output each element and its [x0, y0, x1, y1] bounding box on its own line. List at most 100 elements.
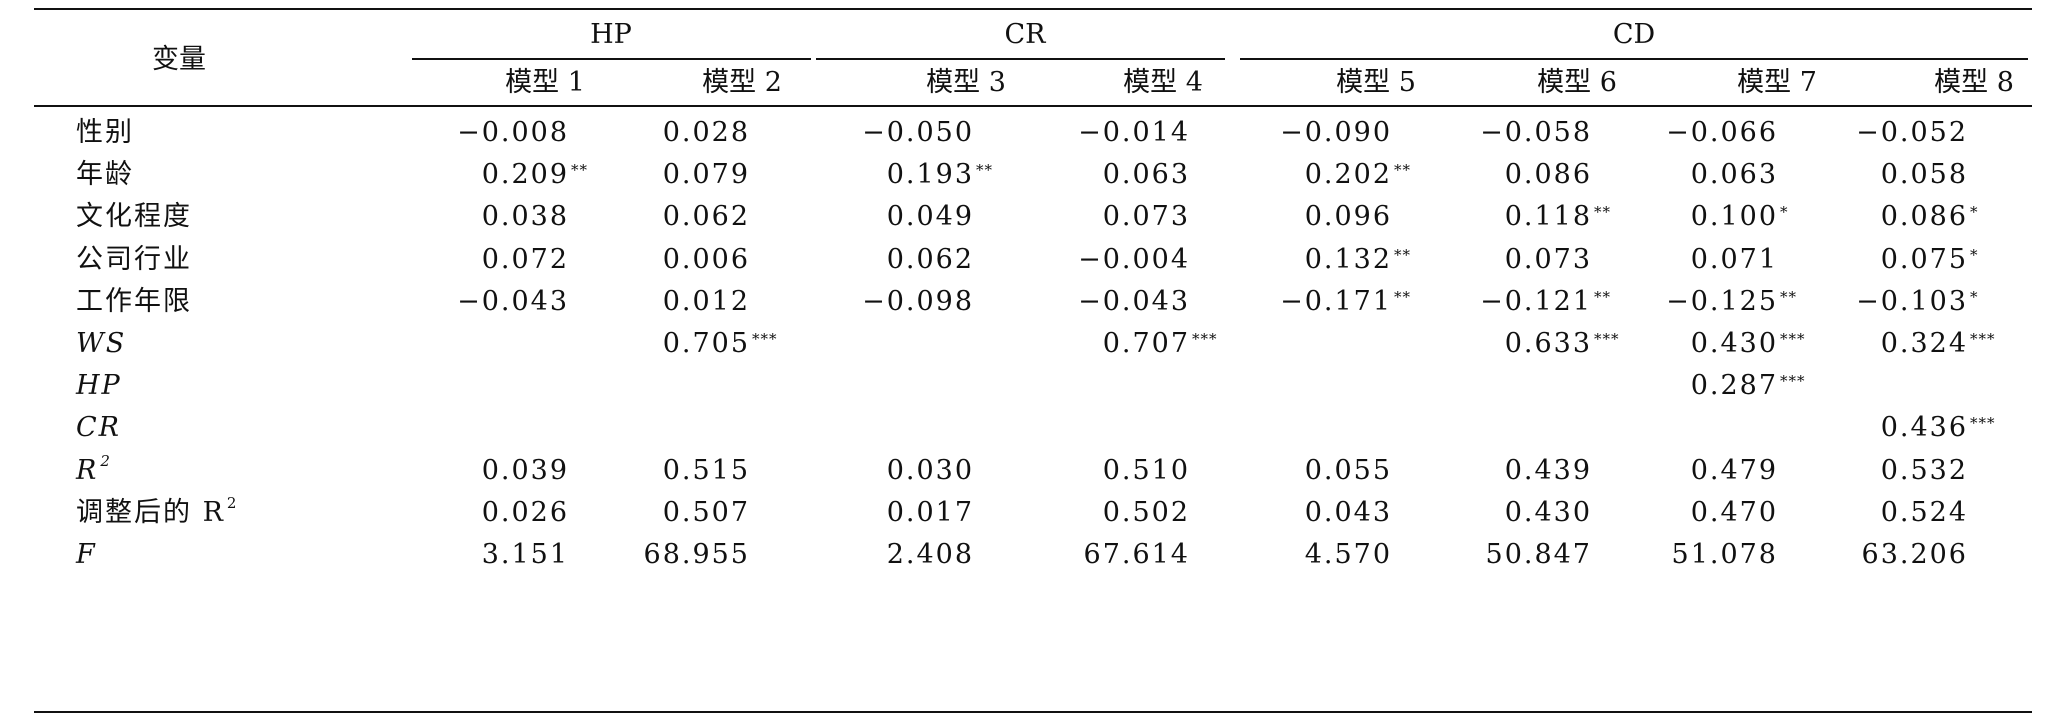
cell-value: 0.507 — [662, 496, 750, 528]
table-cell: −0.052 — [1856, 116, 1968, 150]
cell-value: −0.052 — [1856, 117, 1968, 148]
table-cell: 0.436 *** — [1880, 411, 1995, 445]
table-cell: −0.058 — [1480, 116, 1592, 150]
cell-value: 0.209 — [481, 159, 569, 191]
table-header-rule — [34, 105, 2032, 107]
row-label: CR — [76, 411, 121, 445]
table-cell: 0.017 — [887, 496, 974, 530]
row-label: HP — [76, 369, 122, 403]
cell-value: 0.479 — [1690, 454, 1778, 486]
cell-value: 0.062 — [886, 243, 974, 275]
cell-value: 0.132 — [1304, 243, 1392, 275]
cell-value: 4.570 — [1304, 539, 1392, 570]
table-cell: 0.118 ** — [1504, 200, 1610, 234]
row-label-text: CR — [76, 412, 121, 444]
cell-value: 0.436 — [1880, 412, 1968, 444]
table-cell: 0.430 *** — [1690, 327, 1805, 361]
significance-marker: *** — [1780, 372, 1806, 391]
table-cell: 0.479 — [1691, 454, 1778, 488]
table-cell: 0.049 — [887, 200, 974, 234]
row-label-text: 性别 — [76, 117, 134, 148]
cell-value: 0.287 — [1690, 370, 1778, 402]
cell-value: 0.071 — [1690, 243, 1778, 275]
model-header-4: 模型 4 — [1123, 67, 1203, 98]
row-label: F — [76, 538, 97, 572]
cell-value: 0.062 — [662, 201, 750, 233]
cell-value: 3.151 — [481, 539, 569, 570]
cell-value: 0.072 — [481, 243, 569, 275]
significance-marker: ** — [1394, 287, 1411, 306]
row-label-text: 工作年限 — [76, 285, 192, 317]
cell-value: 0.524 — [1880, 496, 1968, 528]
cell-value: 2.408 — [886, 539, 974, 570]
table-cell: 0.209 ** — [481, 158, 587, 192]
row-label-text: 公司行业 — [76, 243, 192, 275]
row-label: 公司行业 — [76, 243, 192, 277]
cell-value: −0.043 — [1078, 285, 1190, 317]
cell-value: 0.039 — [481, 454, 569, 486]
cell-value: 0.532 — [1880, 454, 1968, 486]
cell-value: 0.515 — [662, 454, 750, 486]
table-cell: 50.847 — [1486, 538, 1592, 572]
table-cell: 0.071 — [1691, 243, 1778, 277]
cell-value: −0.043 — [457, 285, 569, 317]
group-header-cd: CD — [1612, 19, 1656, 50]
significance-marker: ** — [976, 161, 993, 180]
row-label: 年龄 — [76, 158, 134, 192]
cell-value: 0.073 — [1504, 243, 1592, 275]
model-header-3: 模型 3 — [926, 67, 1006, 98]
table-cell: 0.063 — [1103, 158, 1190, 192]
cell-value: 0.073 — [1102, 201, 1190, 233]
cell-value: 50.847 — [1485, 539, 1592, 570]
significance-marker: * — [1780, 203, 1789, 222]
table-cell: 0.039 — [482, 454, 569, 488]
table-cell: 0.524 — [1881, 496, 1968, 530]
row-label-text: WS — [76, 328, 127, 359]
group-underline-hp — [412, 58, 811, 60]
group-underline-cd — [1240, 58, 2028, 60]
cell-value: −0.050 — [862, 117, 974, 148]
significance-marker: ** — [571, 161, 588, 180]
significance-marker: * — [1970, 245, 1979, 264]
table-cell: 68.955 — [644, 538, 750, 572]
cell-value: 0.510 — [1102, 454, 1190, 486]
table-cell: −0.125 ** — [1666, 285, 1796, 319]
table-cell: 0.502 — [1103, 496, 1190, 530]
table-cell: 0.063 — [1691, 158, 1778, 192]
table-cell: 0.043 — [1305, 496, 1392, 530]
table-cell: 4.570 — [1305, 538, 1392, 572]
table-cell: −0.004 — [1078, 243, 1190, 277]
row-label: 文化程度 — [76, 200, 192, 234]
table-cell: 0.028 — [663, 116, 750, 150]
table-cell: 0.026 — [482, 496, 569, 530]
table-cell: 0.038 — [482, 200, 569, 234]
cell-value: 0.118 — [1504, 201, 1592, 233]
cell-value: 0.430 — [1690, 328, 1778, 359]
significance-marker: ** — [1780, 287, 1797, 306]
table-cell: 0.532 — [1881, 454, 1968, 488]
cell-value: 68.955 — [643, 539, 750, 570]
table-cell: 0.510 — [1103, 454, 1190, 488]
table-cell: 63.206 — [1862, 538, 1968, 572]
row-label-superscript: 2 — [100, 451, 112, 470]
table-cell: 0.470 — [1691, 496, 1778, 530]
significance-marker: ** — [1594, 287, 1611, 306]
table-cell: 0.012 — [663, 285, 750, 319]
row-label-text: HP — [76, 370, 122, 402]
table-cell: 0.705 *** — [663, 327, 777, 361]
cell-value: 0.075 — [1880, 243, 1968, 275]
table-cell: 67.614 — [1084, 538, 1190, 572]
table-cell: −0.043 — [457, 285, 569, 319]
table-cell: 0.202 ** — [1304, 158, 1410, 192]
table-cell: −0.121 ** — [1480, 285, 1610, 319]
table-cell: −0.098 — [862, 285, 974, 319]
model-header-8: 模型 8 — [1934, 67, 2014, 98]
cell-value: 0.079 — [662, 159, 750, 191]
cell-value: 0.100 — [1690, 201, 1778, 233]
table-cell: 0.062 — [663, 200, 750, 234]
cell-value: −0.103 — [1856, 285, 1968, 317]
table-cell: 0.287 *** — [1690, 369, 1805, 403]
cell-value: −0.066 — [1666, 117, 1778, 148]
cell-value: 0.202 — [1304, 159, 1392, 191]
